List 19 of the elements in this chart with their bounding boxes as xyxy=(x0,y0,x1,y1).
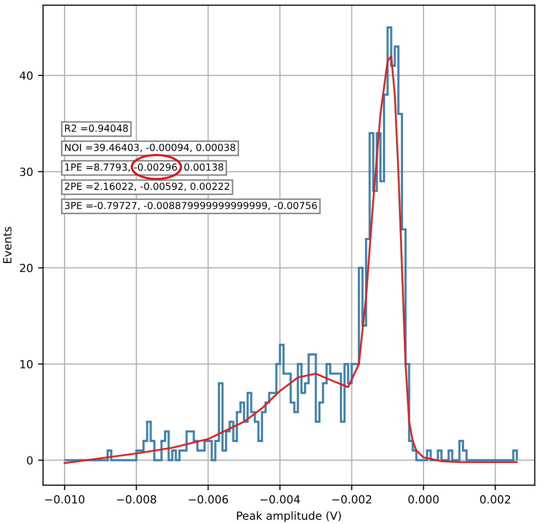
y-tick-label: 0 xyxy=(26,456,33,465)
y-tick-label: 10 xyxy=(20,360,33,368)
y-tick-label: 30 xyxy=(20,168,33,176)
x-tick-label: 0.002 xyxy=(480,495,510,504)
x-axis-title: Peak amplitude (V) xyxy=(237,511,341,522)
x-tick-label: −0.008 xyxy=(116,495,156,504)
x-tick-label: 0.000 xyxy=(408,495,439,504)
y-tick-label: 20 xyxy=(20,264,33,272)
y-axis-title: Events xyxy=(3,226,12,263)
annotation: 3PE =-0.79727, -0.008879999999999999, -0.00756 xyxy=(64,202,317,210)
x-tick-label: −0.010 xyxy=(45,495,84,504)
annotation: R2 =0.94048 xyxy=(65,124,128,132)
annotation: NOI =39.46403, -0.00094, 0.00038 xyxy=(65,144,236,152)
annotation: 1PE =8.7793, -0.00296, 0.00138 xyxy=(65,163,224,172)
x-tick-label: −0.006 xyxy=(188,495,228,504)
y-tick-label: 40 xyxy=(20,71,33,80)
annotation: 2PE =2.16022, -0.00592, 0.00222 xyxy=(64,182,230,191)
x-tick-label: −0.004 xyxy=(260,495,300,504)
x-tick-label: −0.002 xyxy=(332,495,372,504)
